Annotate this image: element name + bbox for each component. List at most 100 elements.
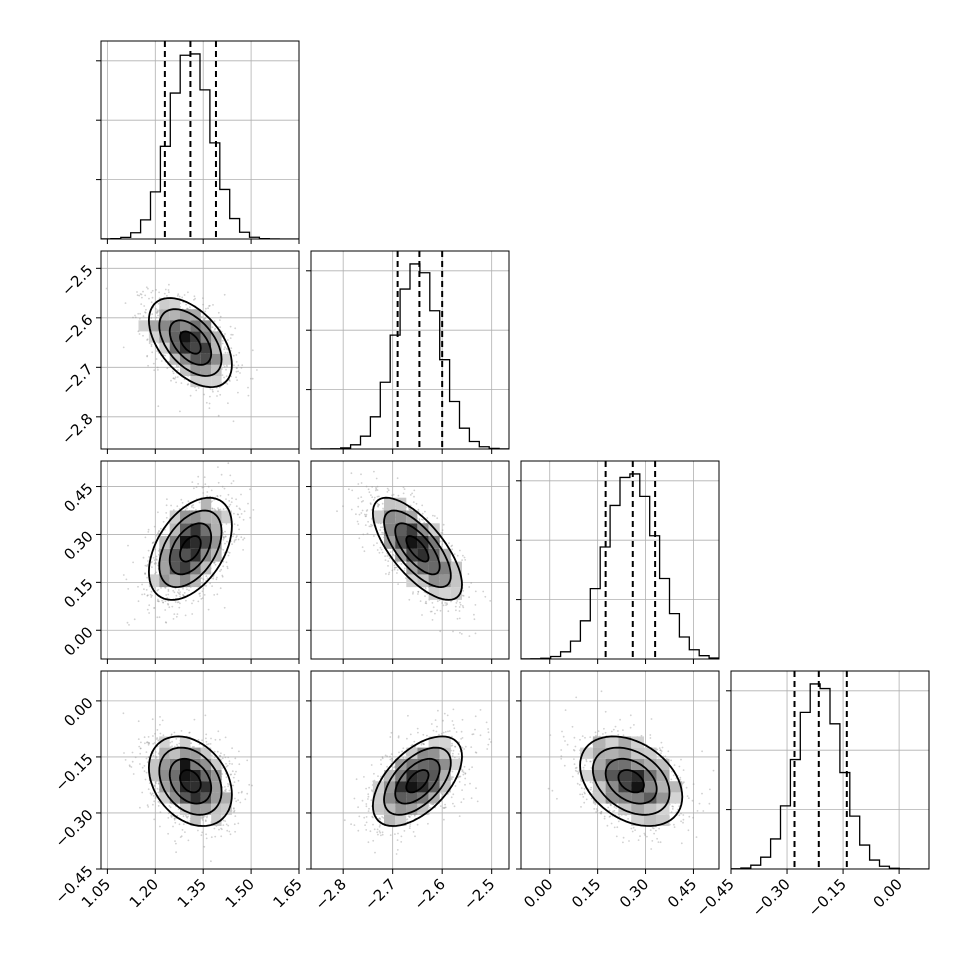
scatter-point [462, 595, 465, 597]
scatter-point [156, 366, 159, 369]
scatter-point [157, 533, 160, 536]
scatter-point [239, 508, 242, 511]
density-cell [169, 548, 180, 562]
contour-2 [383, 509, 452, 589]
scatter-point [160, 527, 162, 530]
scatter-point [199, 595, 201, 597]
panel-frame [100, 40, 300, 240]
scatter-point [458, 606, 461, 608]
scatter-point [139, 312, 142, 315]
scatter-point [372, 544, 375, 547]
scatter-point [412, 501, 415, 503]
scatter-point [421, 512, 424, 515]
contour-3 [147, 496, 233, 601]
scatter-point [375, 487, 377, 489]
scatter-point [233, 533, 235, 535]
scatter-point [191, 504, 193, 507]
scatter-point [217, 390, 219, 393]
density-cell [180, 331, 191, 343]
scatter-point [400, 563, 403, 565]
scatter-point [225, 523, 228, 525]
scatter-point [122, 346, 125, 349]
scatter-point [251, 377, 254, 380]
scatter-point [216, 495, 219, 498]
scatter-point [228, 830, 231, 833]
scatter-point [441, 543, 444, 546]
panel-frame [520, 460, 720, 660]
scatter-point [463, 556, 466, 559]
scatter-point [224, 790, 227, 793]
scatter-point [180, 382, 183, 384]
scatter-point [213, 320, 216, 322]
density-cell [372, 510, 384, 524]
scatter-point [211, 326, 214, 329]
scatter-point [204, 820, 207, 823]
scatter-point [176, 366, 179, 368]
scatter-point [433, 515, 436, 517]
scatter-point [350, 472, 353, 475]
scatter-point [148, 604, 151, 607]
scatter-point [201, 582, 204, 584]
scatter-point [211, 507, 214, 510]
scatter-point [208, 304, 211, 307]
scatter-point [151, 566, 153, 568]
scatter-point [365, 513, 368, 516]
scatter-point [381, 526, 384, 529]
scatter-point [151, 296, 154, 299]
density-cell [211, 331, 222, 343]
scatter-point [393, 568, 396, 571]
scatter-point [153, 525, 156, 528]
scatter-point [154, 562, 157, 565]
scatter-point [172, 377, 175, 380]
scatter-layer [122, 462, 255, 626]
scatter-point [204, 310, 207, 313]
scatter-point [217, 507, 219, 509]
scatter-point [195, 486, 198, 488]
scatter-point [173, 613, 176, 615]
scatter-point [205, 585, 207, 587]
scatter-point [151, 594, 153, 597]
scatter-point [444, 602, 447, 604]
scatter-point [164, 528, 166, 531]
scatter-point [394, 566, 397, 569]
scatter-point [235, 376, 238, 379]
scatter-point [445, 604, 447, 606]
scatter-point [413, 495, 415, 498]
density-cell [190, 309, 201, 321]
panel-frame [100, 250, 300, 450]
scatter-point [157, 532, 159, 535]
scatter-point [431, 619, 434, 621]
scatter-point [459, 603, 462, 606]
scatter-point [173, 378, 176, 380]
contour-2 [158, 308, 223, 377]
scatter-point [217, 414, 220, 417]
density-cell [200, 561, 212, 575]
scatter-point [223, 487, 226, 490]
scatter-point [221, 339, 224, 342]
scatter-point [360, 496, 363, 498]
contour-0 [179, 535, 202, 563]
scatter-point [214, 563, 217, 566]
scatter-point [186, 588, 188, 591]
scatter-point [397, 494, 400, 497]
scatter-point [144, 536, 147, 539]
scatter-point [230, 333, 233, 336]
scatter-point [205, 401, 208, 404]
scatter-point [212, 390, 214, 393]
y-tick-label-1-0: −2.8 [58, 410, 96, 448]
scatter-point [201, 816, 204, 819]
scatter-point [446, 603, 449, 606]
scatter-point [147, 549, 150, 552]
scatter-point [227, 462, 230, 465]
scatter-point [156, 729, 159, 731]
scatter-point [415, 502, 418, 505]
panel-2-2 [516, 460, 720, 664]
scatter-point [146, 338, 149, 341]
scatter-point [237, 799, 240, 801]
scatter-point [222, 508, 225, 511]
scatter-point [225, 498, 227, 500]
scatter-point [413, 489, 416, 492]
scatter-point [182, 594, 185, 597]
scatter-point [482, 590, 485, 593]
scatter-point [166, 294, 168, 297]
